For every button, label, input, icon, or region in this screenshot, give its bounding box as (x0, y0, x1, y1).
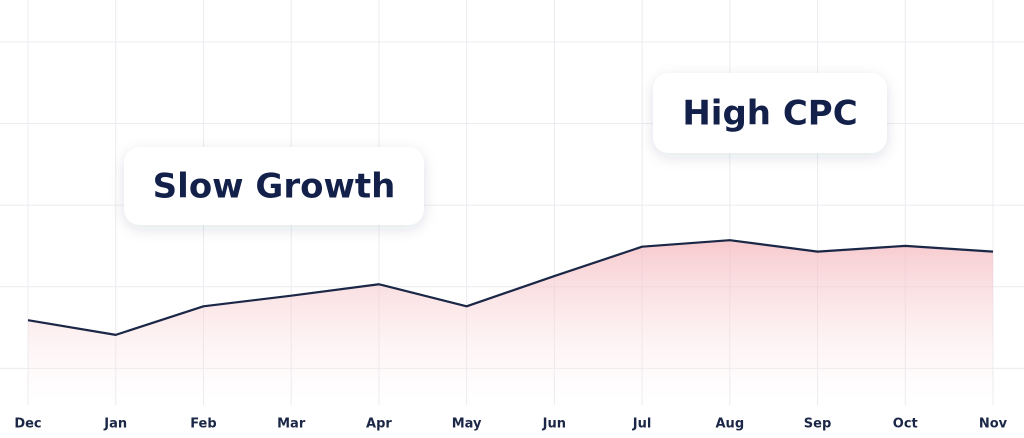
x-tick-label: Aug (716, 417, 745, 432)
x-tick-label: Oct (893, 417, 918, 432)
x-tick-label: Mar (277, 417, 306, 432)
x-tick-label: Feb (190, 417, 216, 432)
x-tick-label: Sep (804, 417, 832, 432)
x-tick-label: May (452, 417, 482, 432)
x-tick-label: Jan (103, 417, 127, 432)
annotation-box (653, 73, 887, 153)
x-tick-label: Jul (632, 417, 652, 432)
line (27, 239, 994, 336)
x-tick-label: Dec (14, 417, 41, 432)
annotation: Slow Growth (153, 167, 396, 207)
annotation-box (124, 147, 424, 225)
x-tick-label: Jun (542, 417, 566, 432)
annotation: High CPC (682, 94, 857, 134)
x-tick-label: Nov (979, 417, 1008, 432)
area (28, 240, 993, 401)
x-tick-label: Apr (366, 417, 392, 432)
